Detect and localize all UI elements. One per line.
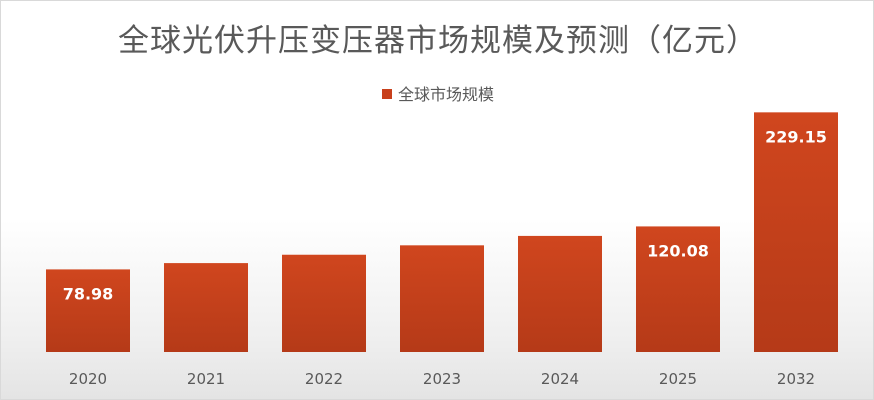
x-tick-2022: 2022 — [305, 370, 343, 388]
data-label-2025: 120.08 — [647, 241, 709, 260]
chart-legend: 全球市场规模 — [1, 81, 873, 105]
bar-2032 — [754, 112, 838, 352]
bar-2024 — [518, 235, 602, 352]
x-tick-2024: 2024 — [541, 370, 579, 388]
bar-2020 — [46, 269, 130, 352]
x-tick-2020: 2020 — [69, 370, 107, 388]
bar-2021 — [164, 263, 248, 352]
x-tick-2023: 2023 — [423, 370, 461, 388]
data-label-2020: 78.98 — [63, 284, 114, 303]
x-tick-2025: 2025 — [659, 370, 697, 388]
data-label-2032: 229.15 — [765, 127, 827, 146]
bar-2022 — [282, 254, 366, 352]
chart-title: 全球光伏升压变压器市场规模及预测（亿元） — [118, 23, 758, 59]
bar-2023 — [400, 245, 484, 352]
x-tick-2032: 2032 — [777, 370, 815, 388]
legend-swatch — [381, 89, 392, 99]
x-tick-2021: 2021 — [187, 370, 225, 388]
legend-label: 全球市场规模 — [397, 85, 494, 104]
bar-2025 — [636, 226, 720, 352]
